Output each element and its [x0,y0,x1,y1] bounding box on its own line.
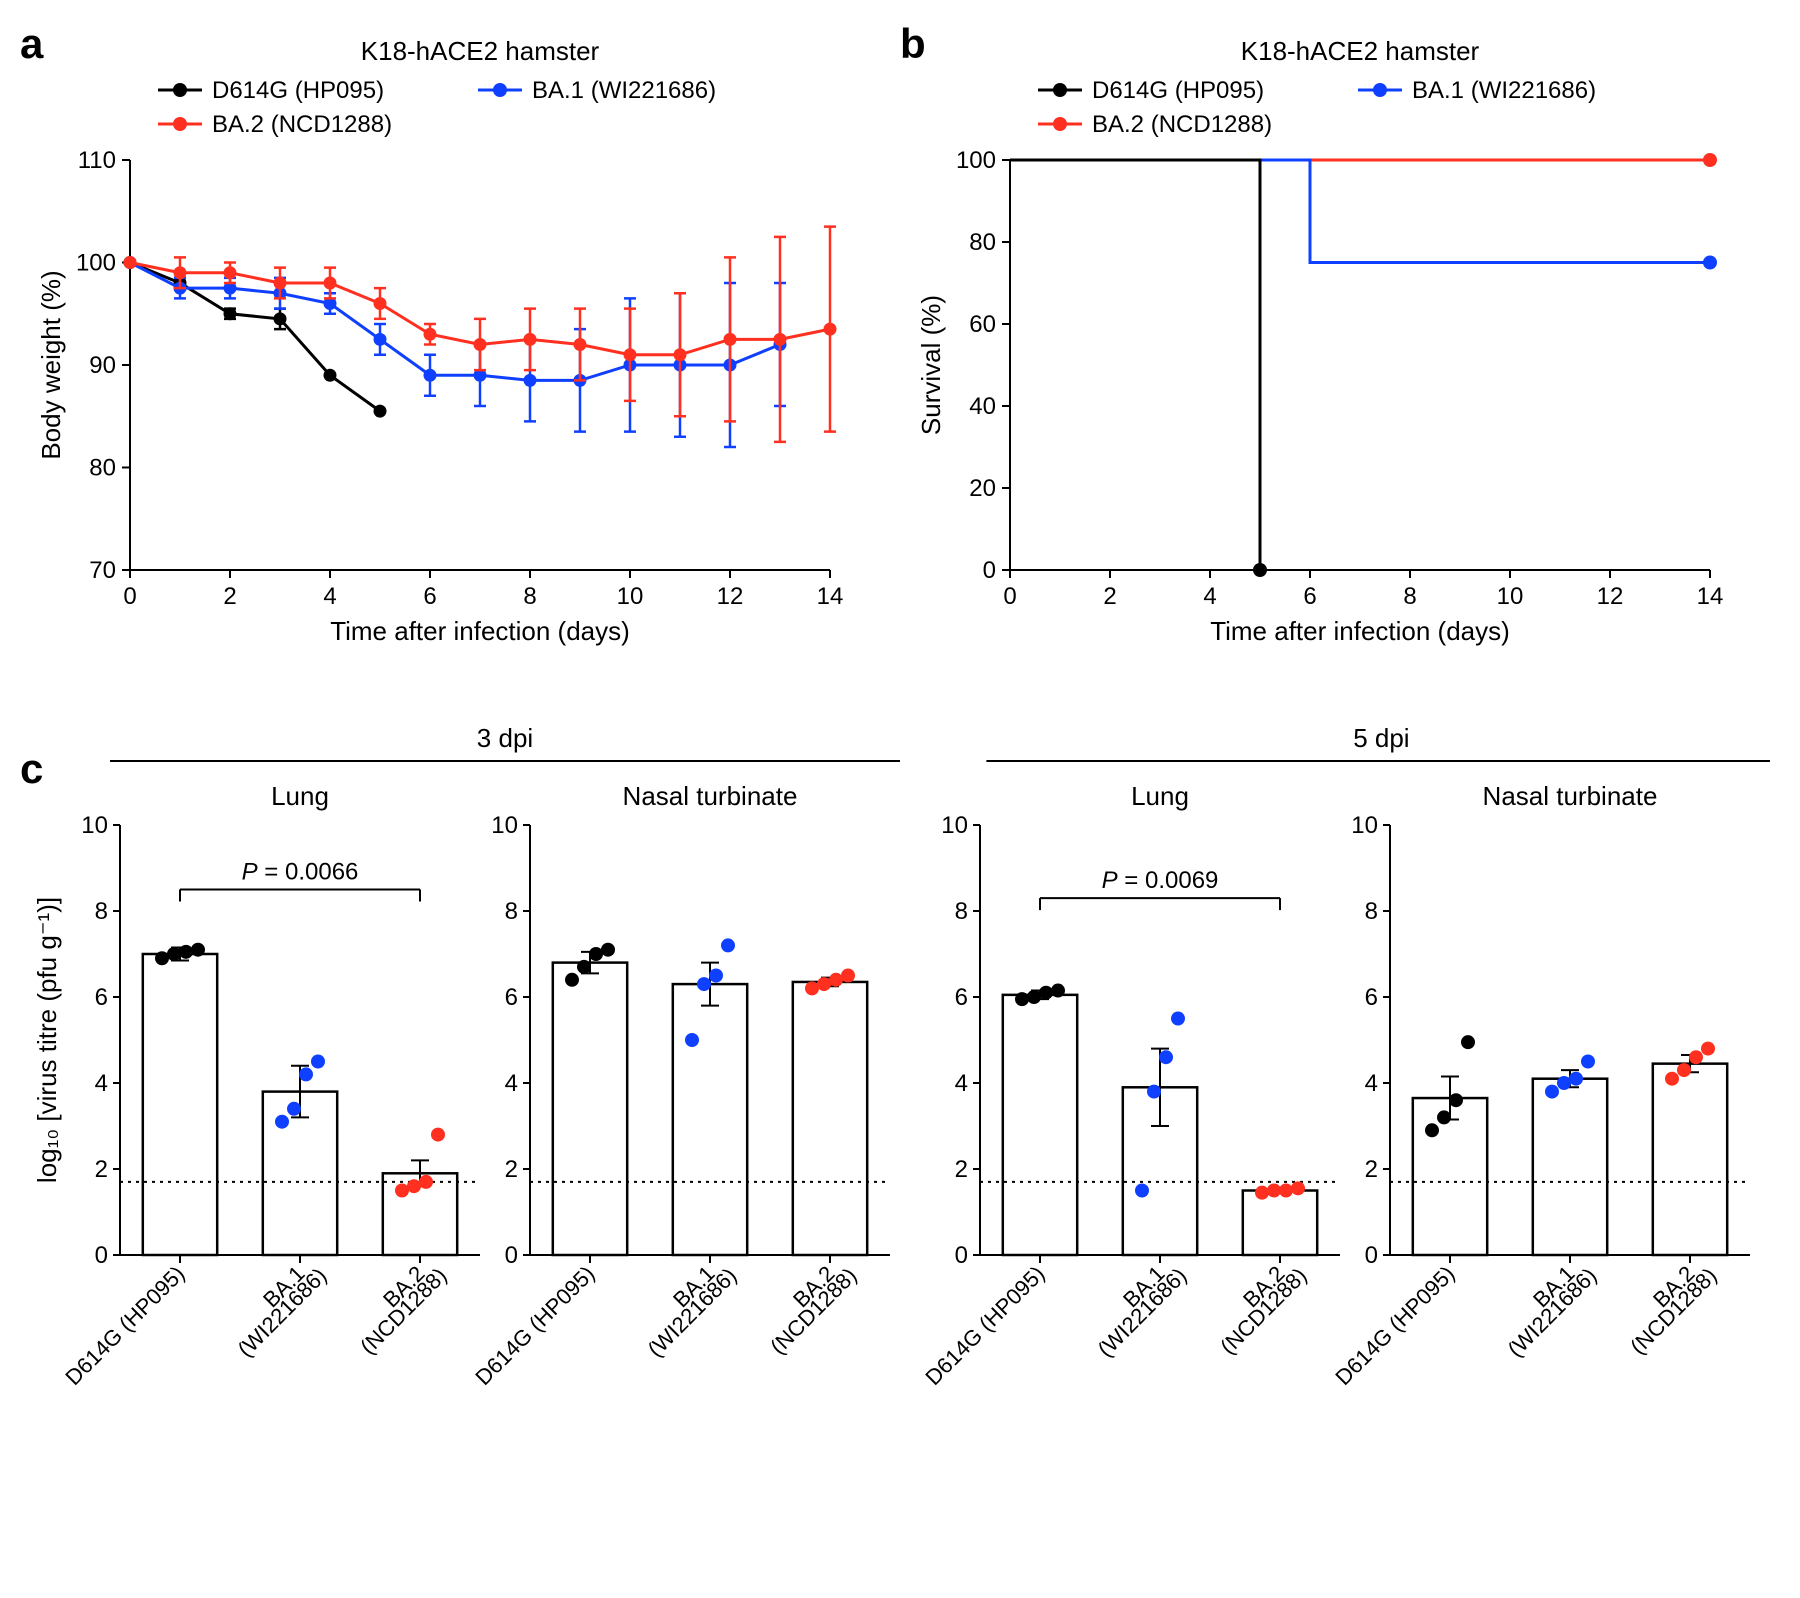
svg-text:P = 0.0069: P = 0.0069 [1102,867,1219,894]
svg-text:12: 12 [1597,583,1624,610]
svg-text:D614G (HP095): D614G (HP095) [920,1261,1049,1390]
svg-text:6: 6 [1365,984,1378,1011]
svg-text:8: 8 [523,583,536,610]
svg-text:BA.1 (WI221686): BA.1 (WI221686) [532,77,716,104]
svg-text:10: 10 [1497,583,1524,610]
svg-text:0: 0 [1003,583,1016,610]
svg-text:6: 6 [95,984,108,1011]
svg-text:4: 4 [1203,583,1216,610]
svg-text:10: 10 [491,812,518,839]
svg-text:110: 110 [78,147,116,174]
svg-text:BA.2 (NCD1288): BA.2 (NCD1288) [1092,111,1272,138]
svg-text:20: 20 [969,475,996,502]
svg-text:log₁₀ [virus titre (pfu g⁻¹)]: log₁₀ [virus titre (pfu g⁻¹)] [32,897,62,1183]
svg-text:0: 0 [123,583,136,610]
svg-text:4: 4 [95,1070,108,1097]
svg-text:100: 100 [76,250,116,277]
svg-text:90: 90 [89,352,116,379]
svg-text:Lung: Lung [1131,781,1189,811]
panel-letter-c: c [20,745,43,793]
svg-text:10: 10 [617,583,644,610]
panel-c: c 3 dpi5 dpilog₁₀ [virus titre (pfu g⁻¹)… [30,705,1770,1560]
svg-text:0: 0 [983,557,996,584]
svg-text:D614G (HP095): D614G (HP095) [1330,1261,1459,1390]
panel-a-svg: K18-hACE2 hamster D614G (HP095) BA.1 (WI22… [30,30,850,650]
svg-text:BA.2 (NCD1288): BA.2 (NCD1288) [212,111,392,138]
svg-text:6: 6 [955,984,968,1011]
svg-text:K18-hACE2 hamster: K18-hACE2 hamster [361,36,600,66]
svg-text:14: 14 [1697,583,1724,610]
svg-text:D614G (HP095): D614G (HP095) [60,1261,189,1390]
svg-text:K18-hACE2 hamster: K18-hACE2 hamster [1241,36,1480,66]
svg-text:Time after infection (days): Time after infection (days) [330,616,630,646]
svg-text:D614G (HP095): D614G (HP095) [470,1261,599,1390]
panel-c-svg: 3 dpi 5 dpi log₁₀ [virus titre (pfu g⁻¹)] L… [30,705,1770,1555]
svg-text:D614G (HP095): D614G (HP095) [1092,77,1264,104]
svg-text:10: 10 [1351,812,1378,839]
svg-text:8: 8 [505,898,518,925]
svg-text:4: 4 [323,583,336,610]
svg-text:Time after infection (days): Time after infection (days) [1210,616,1510,646]
svg-text:2: 2 [95,1156,108,1183]
svg-text:4: 4 [505,1070,518,1097]
svg-text:Body weight (%): Body weight (%) [36,270,66,459]
svg-text:8: 8 [95,898,108,925]
svg-text:5 dpi: 5 dpi [1353,723,1409,753]
top-row: a K18-hACE2 hamsterD614G (HP095)BA.1 (WI… [30,30,1770,655]
svg-text:0: 0 [505,1242,518,1269]
svg-text:70: 70 [89,557,116,584]
svg-text:2: 2 [1365,1156,1378,1183]
svg-text:0: 0 [95,1242,108,1269]
panel-letter-b: b [900,20,926,68]
svg-text:80: 80 [969,229,996,256]
svg-text:14: 14 [817,583,844,610]
svg-text:P = 0.0066: P = 0.0066 [242,859,359,886]
svg-text:2: 2 [223,583,236,610]
svg-text:3 dpi: 3 dpi [477,723,533,753]
svg-text:2: 2 [955,1156,968,1183]
svg-text:Nasal turbinate: Nasal turbinate [1483,781,1658,811]
svg-text:60: 60 [969,311,996,338]
svg-text:8: 8 [1365,898,1378,925]
svg-text:0: 0 [1365,1242,1378,1269]
svg-text:10: 10 [941,812,968,839]
svg-text:6: 6 [423,583,436,610]
svg-text:D614G (HP095): D614G (HP095) [212,77,384,104]
svg-text:80: 80 [89,455,116,482]
svg-text:40: 40 [969,393,996,420]
svg-text:100: 100 [956,147,996,174]
svg-text:8: 8 [955,898,968,925]
panel-a: a K18-hACE2 hamsterD614G (HP095)BA.1 (WI… [30,30,850,655]
svg-text:2: 2 [505,1156,518,1183]
svg-text:Lung: Lung [271,781,329,811]
panel-b-svg: K18-hACE2 hamster D614G (HP095) BA.1 (WI22… [910,30,1730,650]
svg-text:8: 8 [1403,583,1416,610]
svg-text:6: 6 [1303,583,1316,610]
svg-text:12: 12 [717,583,744,610]
svg-text:10: 10 [81,812,108,839]
svg-text:6: 6 [505,984,518,1011]
svg-text:0: 0 [955,1242,968,1269]
svg-text:2: 2 [1103,583,1116,610]
panel-letter-a: a [20,20,43,68]
svg-text:Survival (%): Survival (%) [916,295,946,435]
svg-text:4: 4 [1365,1070,1378,1097]
svg-text:BA.1 (WI221686): BA.1 (WI221686) [1412,77,1596,104]
panel-b: b K18-hACE2 hamsterD614G (HP095)BA.1 (WI… [910,30,1730,655]
svg-text:Nasal turbinate: Nasal turbinate [623,781,798,811]
svg-text:4: 4 [955,1070,968,1097]
